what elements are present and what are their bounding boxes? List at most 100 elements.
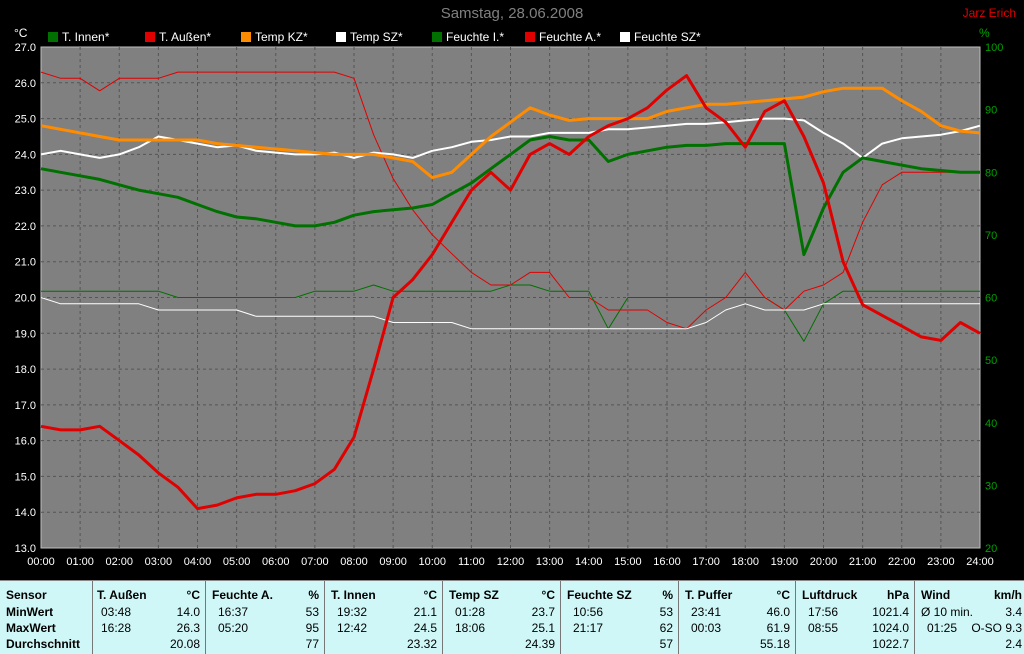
x-tick-label: 03:00 [145, 556, 173, 568]
stats-block-unit: km/h [993, 588, 1022, 602]
y-tick-label: 18.0 [15, 364, 36, 376]
x-tick-label: 05:00 [223, 556, 251, 568]
x-tick-label: 21:00 [849, 556, 877, 568]
stats-time: 23:41 [691, 605, 722, 619]
stats-value: 1021.4 [872, 605, 909, 619]
y-tick-label: 15.0 [15, 471, 36, 483]
stats-sensor-column: Sensor MinWert MaxWert Durchschnitt [0, 581, 92, 654]
stats-average: 1022.7 [872, 637, 909, 651]
stats-value: 3.4 [1005, 605, 1022, 619]
stats-block-t-aussen: T. Außen °C 03:48 14.0 16:28 26.3 20.08 [92, 581, 206, 654]
stats-time: 19:32 [337, 605, 368, 619]
stats-block-title: Luftdruck [802, 588, 858, 602]
stats-block-unit: °C [186, 588, 200, 602]
stats-time: 01:25 [927, 621, 958, 635]
stats-block-luftdruck: Luftdruck hPa 17:56 1021.4 08:55 1024.0 … [795, 581, 915, 654]
y-tick-label: 16.0 [15, 436, 36, 448]
y-tick-label: 22.0 [15, 221, 36, 233]
stats-average: 24.39 [524, 637, 555, 651]
y-tick-label: 26.0 [15, 78, 36, 90]
stats-value: O-SO 9.3 [971, 621, 1022, 635]
stats-value: 95 [305, 621, 319, 635]
stats-block-title: Feuchte A. [212, 588, 273, 602]
chart-title: Samstag, 28.06.2008 [440, 5, 584, 22]
legend-swatch [336, 32, 346, 42]
stats-time: 16:28 [101, 621, 132, 635]
stats-block-title: Feuchte SZ [567, 588, 632, 602]
legend-label: Feuchte SZ* [634, 30, 701, 44]
stats-time: 08:55 [808, 621, 839, 635]
x-tick-label: 02:00 [105, 556, 133, 568]
y-tick-label: 27.0 [15, 42, 36, 54]
stats-row-label: MinWert [6, 605, 54, 619]
stats-time: Ø 10 min. [921, 605, 974, 619]
legend-label: T. Außen* [159, 30, 212, 44]
y2-tick-label: 90 [985, 105, 997, 117]
legend-swatch [48, 32, 58, 42]
x-tick-label: 22:00 [888, 556, 916, 568]
stats-average: 77 [305, 637, 319, 651]
stats-block-unit: % [662, 588, 673, 602]
series-line-5 [40, 71, 980, 330]
stats-average: 23.32 [406, 637, 437, 651]
stats-time: 17:56 [808, 605, 839, 619]
stats-block-unit: % [308, 588, 319, 602]
stats-time: 16:37 [218, 605, 249, 619]
y2-tick-label: 50 [985, 355, 997, 367]
stats-block-t-puffer: T. Puffer °C 23:41 46.0 00:03 61.9 55.18 [678, 581, 796, 654]
series-line-2 [40, 86, 981, 180]
stats-value: 62 [659, 621, 673, 635]
stats-sensor-title: Sensor [6, 588, 47, 602]
series-line-0 [40, 135, 980, 257]
x-tick-label: 17:00 [692, 556, 720, 568]
stats-time: 12:42 [337, 621, 368, 635]
stats-block-wind: Wind km/h Ø 10 min. 3.4 01:25 O-SO 9.3 2… [914, 581, 1024, 654]
x-tick-label: 10:00 [418, 556, 446, 568]
legend-label: T. Innen* [62, 30, 110, 44]
legend-swatch [620, 32, 630, 42]
x-tick-label: 19:00 [771, 556, 799, 568]
legend-item: Feuchte SZ* [620, 30, 701, 44]
stats-value: 25.1 [531, 621, 555, 635]
stats-average: 57 [659, 637, 673, 651]
stats-time: 21:17 [573, 621, 604, 635]
stats-value: 23.7 [531, 605, 555, 619]
stats-value: 46.0 [766, 605, 790, 619]
legend-label: Temp SZ* [350, 30, 403, 44]
stats-value: 53 [659, 605, 673, 619]
y2-tick-label: 40 [985, 418, 997, 430]
y2-tick-label: 30 [985, 480, 997, 492]
x-tick-label: 06:00 [262, 556, 290, 568]
stats-block-temp-sz: Temp SZ °C 01:28 23.7 18:06 25.1 24.39 [442, 581, 561, 654]
stats-time: 00:03 [691, 621, 722, 635]
stats-row-label: Durchschnitt [6, 637, 81, 651]
stats-block-unit: hPa [886, 588, 909, 602]
x-tick-label: 18:00 [731, 556, 759, 568]
x-tick-label: 00:00 [27, 556, 55, 568]
stats-value: 61.9 [766, 621, 790, 635]
stats-row-label: MaxWert [6, 621, 56, 635]
y-tick-label: 17.0 [15, 400, 36, 412]
stats-block-unit: °C [776, 588, 790, 602]
x-tick-label: 09:00 [379, 556, 407, 568]
x-tick-label: 04:00 [184, 556, 212, 568]
legend-swatch [241, 32, 251, 42]
series-line-3 [40, 117, 981, 159]
legend-swatch [525, 32, 535, 42]
stats-block-unit: °C [541, 588, 555, 602]
x-tick-label: 01:00 [66, 556, 94, 568]
series-line-1 [40, 74, 981, 511]
legend-swatch [432, 32, 442, 42]
x-tick-label: 24:00 [966, 556, 994, 568]
stats-time: 01:28 [455, 605, 486, 619]
legend-item: Feuchte I.* [432, 30, 504, 44]
stats-block-unit: °C [423, 588, 437, 602]
x-tick-label: 16:00 [653, 556, 681, 568]
x-tick-label: 12:00 [497, 556, 525, 568]
author-label: Jarz Erich [962, 6, 1016, 20]
y-tick-label: 25.0 [15, 114, 36, 126]
series-line-6 [40, 297, 980, 330]
y2-tick-label: 60 [985, 293, 997, 305]
y-tick-label: 14.0 [15, 507, 36, 519]
y-tick-label: 21.0 [15, 257, 36, 269]
